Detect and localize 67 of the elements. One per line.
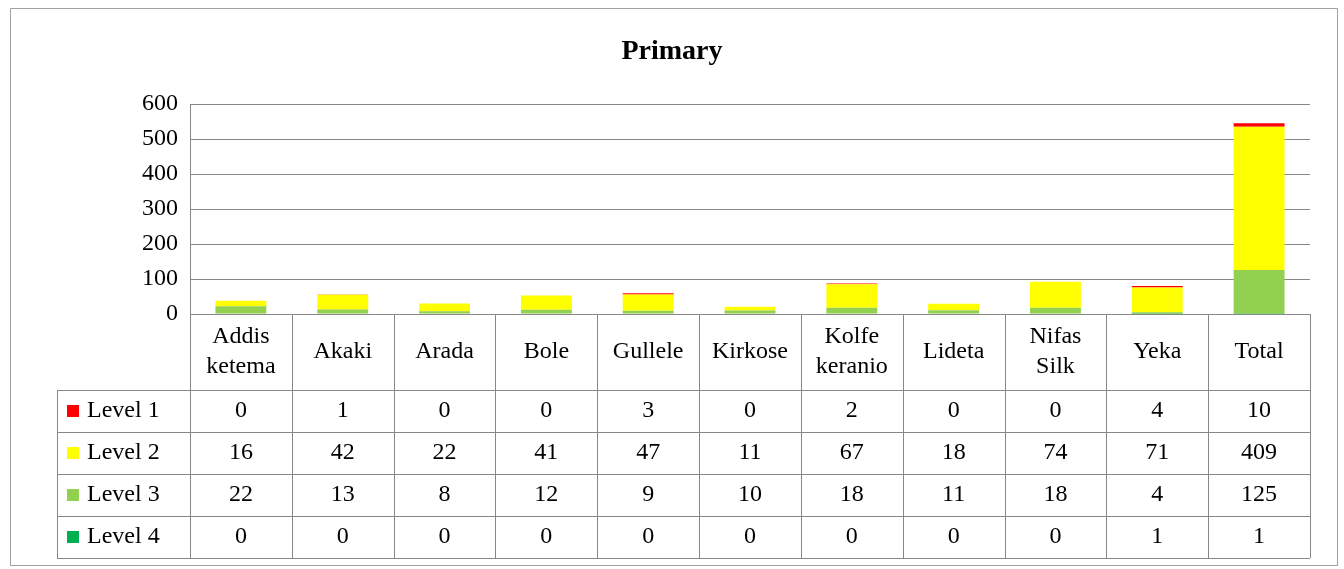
data-label: 22 [228,480,253,507]
data-label: 0 [1049,522,1062,549]
legend-label: Level 3 [87,480,160,507]
data-label: 0 [234,522,247,549]
data-label: 10 [738,480,762,507]
legend-label: Level 1 [87,396,160,423]
x-tick-label: Lideta [922,337,985,364]
x-tick-label: Total [1234,337,1284,364]
x-tick-label: Gullele [612,337,684,364]
data-label: 47 [636,438,661,465]
data-label: 0 [744,396,756,423]
data-label: 22 [432,438,457,465]
x-tick-label: Kolfe keranio [815,322,888,379]
data-label: 67 [839,438,864,465]
x-tick-label: Kirkose [712,337,788,364]
data-label: 0 [947,396,960,423]
data-label: 42 [330,438,355,465]
x-tick-label: Addis ketema [206,322,276,379]
data-label: 4 [1151,480,1164,507]
data-label: 0 [540,522,553,549]
data-label: 18 [1043,480,1068,507]
data-label: 18 [839,480,864,507]
data-label: 8 [438,480,451,507]
chart-title: Primary [621,34,723,66]
data-label: 9 [642,480,655,507]
data-label: 409 [1241,438,1278,465]
data-label: 11 [738,438,762,465]
data-label: 13 [330,480,355,507]
data-label: 125 [1241,480,1278,507]
data-label: 1 [1151,522,1164,549]
data-label: 1 [1253,522,1266,549]
data-label: 0 [744,522,756,549]
data-label: 10 [1247,396,1272,423]
data-label: 0 [540,396,553,423]
data-label: 12 [534,480,559,507]
y-tick-label: 400 [142,159,178,186]
y-tick-label: 200 [142,229,178,256]
data-label: 3 [642,396,655,423]
data-label: 0 [1049,396,1062,423]
x-tick-label: Bole [523,337,570,364]
data-label: 4 [1151,396,1164,423]
data-label: 0 [336,522,349,549]
y-tick-label: 100 [142,264,178,291]
y-tick-label: 500 [142,124,178,151]
x-tick-label: Nifas Silk [1029,322,1082,379]
data-label: 18 [941,438,966,465]
data-label: 0 [438,522,451,549]
data-label: 41 [534,438,559,465]
data-label: 0 [845,522,858,549]
x-tick-label: Arada [415,337,475,364]
data-label: 74 [1043,438,1068,465]
data-label: 0 [642,522,655,549]
data-label: 71 [1145,438,1170,465]
data-label: 0 [234,396,247,423]
y-tick-label: 600 [142,89,178,116]
data-label: 2 [845,396,858,423]
y-tick-label: 300 [142,194,178,221]
legend-label: Level 4 [87,522,160,549]
data-label: 1 [336,396,349,423]
data-label: 11 [942,480,966,507]
data-label: 0 [438,396,451,423]
data-label: 0 [947,522,960,549]
data-label: 16 [228,438,253,465]
y-tick-label: 0 [166,299,178,326]
x-tick-label: Akaki [313,337,373,364]
x-tick-label: Yeka [1133,337,1182,364]
legend-label: Level 2 [87,438,160,465]
